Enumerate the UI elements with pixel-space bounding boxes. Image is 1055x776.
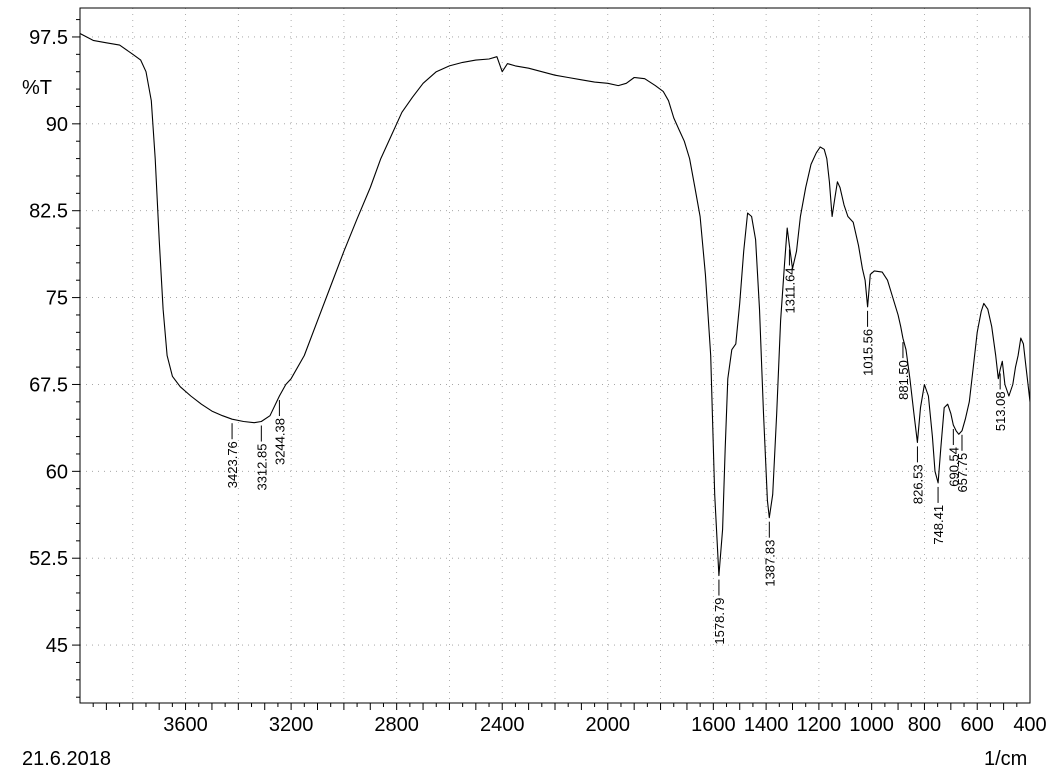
x-tick-label: 1000	[849, 714, 894, 736]
peak-label: 657.75	[955, 453, 970, 493]
y-tick-label: 82.5	[29, 201, 68, 223]
y-tick-label: 60	[46, 461, 68, 483]
x-tick-label: 2000	[586, 714, 631, 736]
x-tick-label: 1200	[797, 714, 842, 736]
grid	[80, 8, 1030, 703]
peak-label: 1015.56	[861, 329, 876, 376]
peak-label: 748.41	[931, 505, 946, 545]
y-tick-label: 52.5	[29, 548, 68, 570]
tick-labels: 3600 3200 2800 2400 2000 1600 1400 1200 1000 800 6…	[29, 27, 1047, 736]
y-tick-label: 67.5	[29, 374, 68, 396]
x-tick-label: 800	[908, 714, 941, 736]
peak-label: 3244.38	[272, 418, 287, 465]
spectrum-series-line	[79, 33, 1031, 577]
peak-label: 826.53	[910, 464, 925, 504]
series-layer	[79, 33, 1031, 577]
peak-label: 1311.64	[782, 267, 797, 313]
plot-frame	[79, 7, 1031, 704]
date-label: 21.6.2018	[22, 748, 111, 770]
peak-label: 3312.85	[254, 444, 269, 491]
x-tick-label: 400	[1013, 714, 1046, 736]
x-tick-label: 2400	[480, 714, 525, 736]
peak-label: 3423.76	[225, 441, 240, 488]
peak-label: 690.54	[946, 447, 961, 487]
x-tick-label: 1400	[744, 714, 789, 736]
peak-label: 1578.79	[712, 598, 727, 645]
axes	[72, 7, 1031, 710]
x-axis-unit-label: 1/cm	[984, 748, 1028, 770]
peak-label: 513.08	[993, 391, 1008, 431]
x-tick-label: 600	[961, 714, 994, 736]
peak-label: 881.50	[896, 360, 911, 400]
x-tick-label: 3600	[163, 714, 208, 736]
x-tick-label: 2800	[374, 714, 419, 736]
y-tick-label: 75	[46, 288, 68, 310]
x-tick-label: 1600	[691, 714, 736, 736]
x-tick-label: 3200	[269, 714, 314, 736]
peak-label: 1387.83	[762, 540, 777, 587]
y-axis-label: %T	[22, 77, 52, 99]
y-tick-label: 45	[46, 635, 68, 657]
y-tick-label: 90	[46, 114, 68, 136]
y-tick-label: 97.5	[29, 27, 68, 49]
